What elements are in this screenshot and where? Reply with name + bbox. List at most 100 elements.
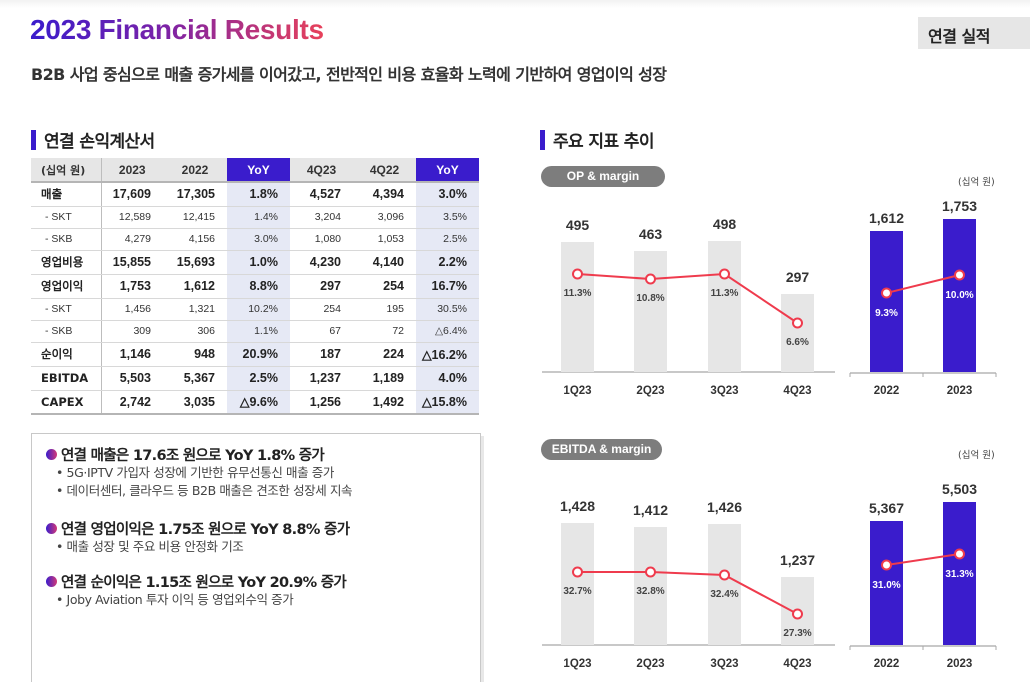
table-cell: 5,367 xyxy=(163,366,227,391)
x-tick-label: 2022 xyxy=(874,385,900,397)
heading-accent-bar xyxy=(31,129,36,150)
summary-item: 매출 성장 및 주요 비용 안정화 기조 xyxy=(46,538,480,556)
table-cell: 3.0% xyxy=(227,228,290,251)
row-label: 순이익 xyxy=(31,342,102,367)
margin-point xyxy=(792,317,803,329)
bar-value-label: 297 xyxy=(786,269,810,285)
table-cell: 254 xyxy=(290,298,353,321)
ebitda-margin-chart: 1,428 1Q23 1,412 2Q23 1,426 3Q23 1,237 4Q23 32.7… xyxy=(542,481,997,670)
bar xyxy=(634,527,667,645)
table-cell: 254 xyxy=(353,274,416,299)
table-cell: 4,394 xyxy=(353,182,416,207)
table-cell: 1.4% xyxy=(227,206,290,229)
bar-value-label: 498 xyxy=(713,216,737,232)
margin-label: 11.3% xyxy=(711,288,739,299)
summary-block: 연결 매출은 17.6조 원으로 YoY 1.8% 증가5G·IPTV 가입자 … xyxy=(46,444,480,500)
annual-margin-point xyxy=(881,287,892,299)
table-header-row: (십억 원) 2023 2022 YoY 4Q23 4Q22 YoY xyxy=(31,158,479,183)
table-cell: 1,237 xyxy=(290,366,353,391)
table-cell: 1.0% xyxy=(227,250,290,275)
summary-headline: 연결 매출은 17.6조 원으로 YoY 1.8% 증가 xyxy=(46,444,480,464)
margin-label: 11.3% xyxy=(564,288,592,299)
table-cell: 15,855 xyxy=(101,250,163,275)
table-cell: △16.2% xyxy=(416,342,479,367)
table-cell: 1,612 xyxy=(163,274,227,299)
bullet-dot-icon xyxy=(46,522,57,534)
row-label: - SKT xyxy=(31,206,102,229)
table-cell: 72 xyxy=(353,320,416,343)
bullet-dot-icon xyxy=(46,575,57,587)
annual-margin-label: 31.3% xyxy=(945,569,973,580)
bar xyxy=(561,523,594,645)
income-statement-table: (십억 원) 2023 2022 YoY 4Q23 4Q22 YoY 매출 17,… xyxy=(31,158,479,415)
table-cell: 1,753 xyxy=(101,274,163,299)
trends-title: 주요 지표 추이 xyxy=(553,132,654,152)
table-cell: 187 xyxy=(290,342,353,367)
table-cell: 195 xyxy=(353,298,416,321)
bar-value-label: 1,428 xyxy=(560,498,595,514)
table-row: - SKB 4,279 4,156 3.0% 1,080 1,053 2.5% xyxy=(31,228,479,251)
ebitda-margin-pill: EBITDA & margin xyxy=(541,439,662,460)
table-cell: 30.5% xyxy=(416,298,479,321)
table-cell: 3.0% xyxy=(416,182,479,207)
x-tick-label: 4Q23 xyxy=(783,385,811,397)
annual-margin-line xyxy=(886,274,960,294)
op-unit-label: (십억 원) xyxy=(958,177,995,188)
x-tick-label: 2022 xyxy=(874,658,900,670)
table-cell: 2.5% xyxy=(416,228,479,251)
x-tick-label: 3Q23 xyxy=(710,385,738,397)
bar-value-label: 1,412 xyxy=(633,502,668,518)
table-cell: 3,204 xyxy=(290,206,353,229)
table-cell: 3,035 xyxy=(163,390,227,415)
table-cell: 1.8% xyxy=(227,182,290,207)
x-tick-label: 1Q23 xyxy=(563,385,591,397)
table-cell: 12,415 xyxy=(163,206,227,229)
page-title: 2023 Financial Results xyxy=(30,14,324,45)
bar-value-label: 5,367 xyxy=(869,500,904,516)
row-label: - SKB xyxy=(31,228,102,251)
margin-point xyxy=(719,268,730,280)
col-yoy-quarter: YoY xyxy=(416,158,479,183)
table-cell: 1,080 xyxy=(290,228,353,251)
margin-label: 32.7% xyxy=(563,586,591,597)
x-tick-label: 4Q23 xyxy=(783,658,811,670)
table-cell: △9.6% xyxy=(227,390,290,415)
table-cell: 8.8% xyxy=(227,274,290,299)
x-tick-label: 2023 xyxy=(947,385,973,397)
table-cell: △15.8% xyxy=(416,390,479,415)
summary-block: 연결 순이익은 1.15조 원으로 YoY 20.9% 증가Joby Aviat… xyxy=(46,571,480,609)
table-cell: 1,053 xyxy=(353,228,416,251)
bar-value-label: 5,503 xyxy=(942,481,977,497)
summary-headline-text: 연결 매출은 17.6조 원으로 YoY 1.8% 증가 xyxy=(61,447,325,464)
row-label: 매출 xyxy=(31,182,102,207)
income-statement-title: 연결 손익계산서 xyxy=(44,132,155,152)
table-cell: 1,146 xyxy=(101,342,163,367)
summary-headline: 연결 순이익은 1.15조 원으로 YoY 20.9% 증가 xyxy=(46,571,480,591)
ebitda-unit-label: (십억 원) xyxy=(958,450,995,461)
bar xyxy=(708,241,741,372)
table-cell: 1,456 xyxy=(101,298,163,321)
table-row: - SKT 12,589 12,415 1.4% 3,204 3,096 3.5% xyxy=(31,206,479,229)
annual-margin-point xyxy=(954,269,965,281)
table-row: 영업비용 15,855 15,693 1.0% 4,230 4,140 2.2% xyxy=(31,250,479,275)
row-label: 영업비용 xyxy=(31,250,102,275)
margin-label: 27.3% xyxy=(783,628,811,639)
table-cell: 1,189 xyxy=(353,366,416,391)
bar-value-label: 1,612 xyxy=(869,210,904,226)
table-cell: 309 xyxy=(101,320,163,343)
heading-accent-bar xyxy=(540,129,545,150)
margin-label: 32.4% xyxy=(710,589,738,600)
op-margin-chart: 495 1Q23 463 2Q23 498 3Q23 297 4Q23 11.3% 10.8% 11… xyxy=(542,198,997,397)
table-cell: 4,140 xyxy=(353,250,416,275)
table-cell: 2.5% xyxy=(227,366,290,391)
table-row: - SKT 1,456 1,321 10.2% 254 195 30.5% xyxy=(31,298,479,321)
bar-value-label: 1,753 xyxy=(942,198,977,214)
table-cell: 2,742 xyxy=(101,390,163,415)
summary-headline-text: 연결 순이익은 1.15조 원으로 YoY 20.9% 증가 xyxy=(61,574,347,591)
table-cell: 1.1% xyxy=(227,320,290,343)
table-cell: 15,693 xyxy=(163,250,227,275)
row-label: - SKT xyxy=(31,298,102,321)
table-cell: 1,492 xyxy=(353,390,416,415)
summary-item: 5G·IPTV 가입자 성장에 기반한 유무선통신 매출 증가 xyxy=(46,464,480,482)
margin-point xyxy=(572,566,583,578)
